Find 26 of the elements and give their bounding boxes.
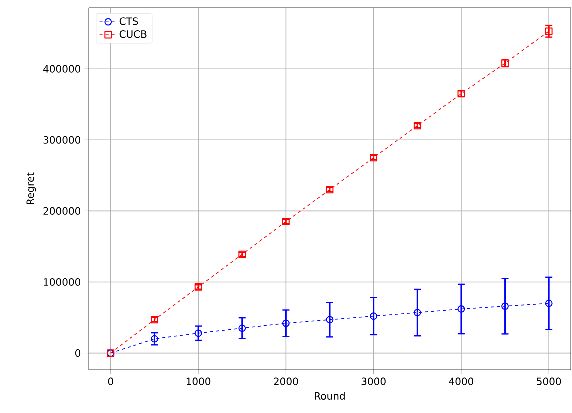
point [545, 300, 553, 308]
y-tick-label: 400000 [44, 65, 81, 73]
y-tick-label: 0 [76, 350, 81, 358]
x-tick-label: 5000 [537, 378, 562, 386]
x-tick-label: 0 [108, 378, 114, 386]
point [282, 320, 290, 328]
legend-label: CTS [120, 18, 138, 26]
y-tick-label: 300000 [44, 136, 81, 144]
point [414, 309, 422, 317]
y-axis-title: Regret [26, 172, 36, 204]
x-axis-title: Round [315, 392, 345, 400]
legend-label: CUCB [120, 30, 147, 38]
point [370, 312, 378, 320]
point [545, 28, 553, 36]
point [458, 306, 466, 313]
point [502, 302, 509, 310]
point [194, 330, 202, 338]
x-tick-label: 3000 [362, 378, 386, 386]
point [238, 324, 246, 332]
x-tick-label: 4000 [449, 378, 474, 386]
point [151, 335, 158, 343]
y-tick-label: 200000 [44, 207, 81, 215]
x-tick-label: 1000 [186, 378, 211, 386]
x-tick-label: 2000 [274, 378, 298, 386]
y-tick-label: 100000 [44, 278, 81, 286]
point [326, 316, 334, 324]
